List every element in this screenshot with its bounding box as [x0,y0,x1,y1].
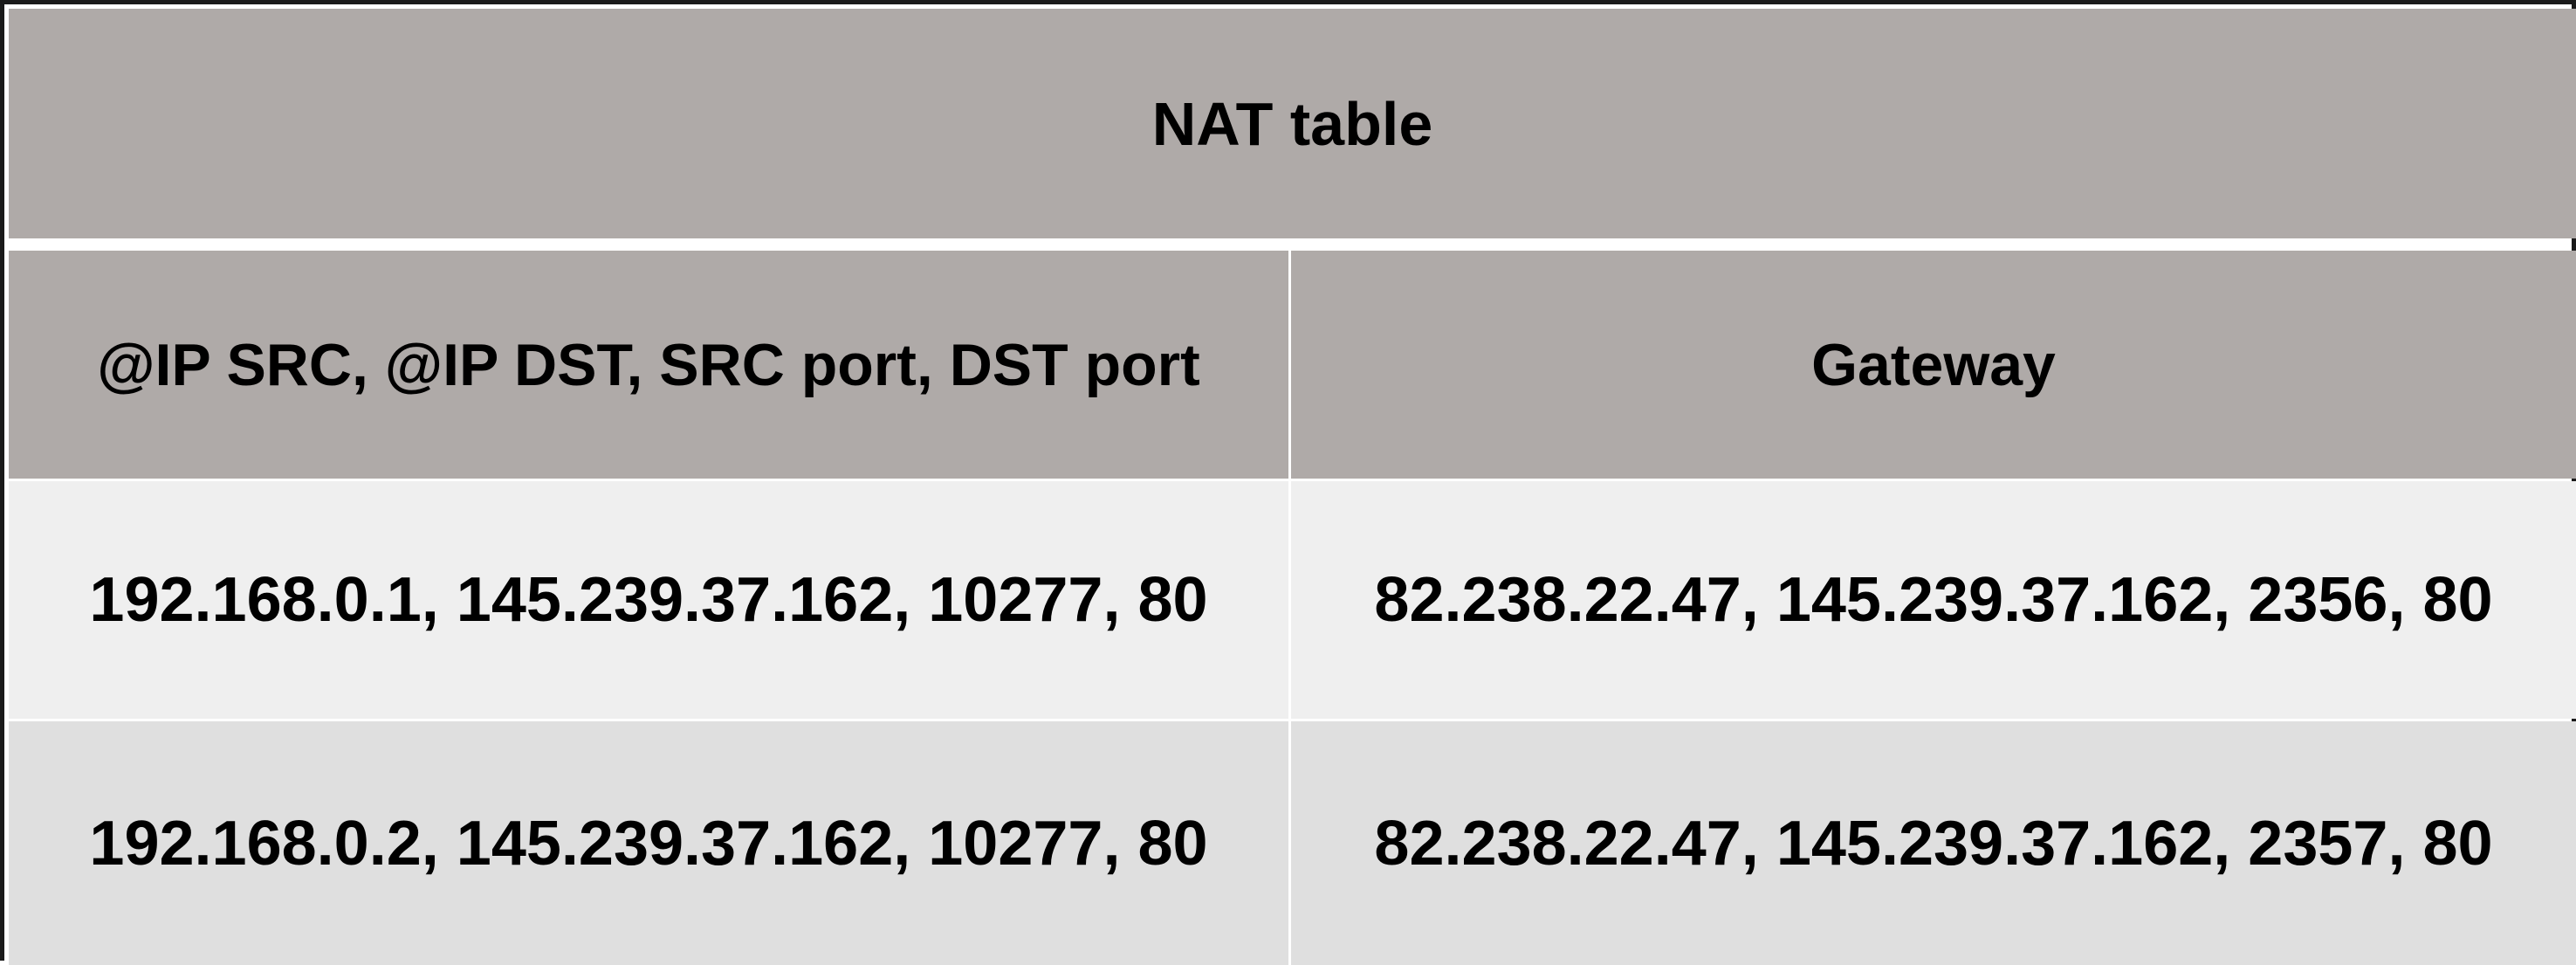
cell-text: 82.238.22.47, 145.239.37.162, 2357, 80 [1374,808,2493,879]
table-cell-gateway: 82.238.22.47, 145.239.37.162, 2356, 80 [1291,481,2576,719]
table-cell-source: 192.168.0.1, 145.239.37.162, 10277, 80 [9,481,1288,719]
header-cell-gateway: Gateway [1291,251,2576,479]
header-label-gateway: Gateway [1811,331,2056,398]
table-cell-gateway: 82.238.22.47, 145.239.37.162, 2357, 80 [1291,721,2576,965]
table-title-row: NAT table [9,9,2576,238]
cell-text: 192.168.0.1, 145.239.37.162, 10277, 80 [89,565,1208,635]
table-row: 192.168.0.1, 145.239.37.162, 10277, 80 8… [9,481,2576,719]
cell-text: 82.238.22.47, 145.239.37.162, 2356, 80 [1374,565,2493,635]
cell-text: 192.168.0.2, 145.239.37.162, 10277, 80 [89,808,1208,879]
table-header-row: @IP SRC, @IP DST, SRC port, DST port Gat… [9,251,2576,479]
table-title: NAT table [1151,89,1433,158]
table-cell-source: 192.168.0.2, 145.239.37.162, 10277, 80 [9,721,1288,965]
header-label-translation-key: @IP SRC, @IP DST, SRC port, DST port [97,331,1200,398]
table-row: 192.168.0.2, 145.239.37.162, 10277, 80 8… [9,721,2576,965]
header-cell-translation-key: @IP SRC, @IP DST, SRC port, DST port [9,251,1288,479]
